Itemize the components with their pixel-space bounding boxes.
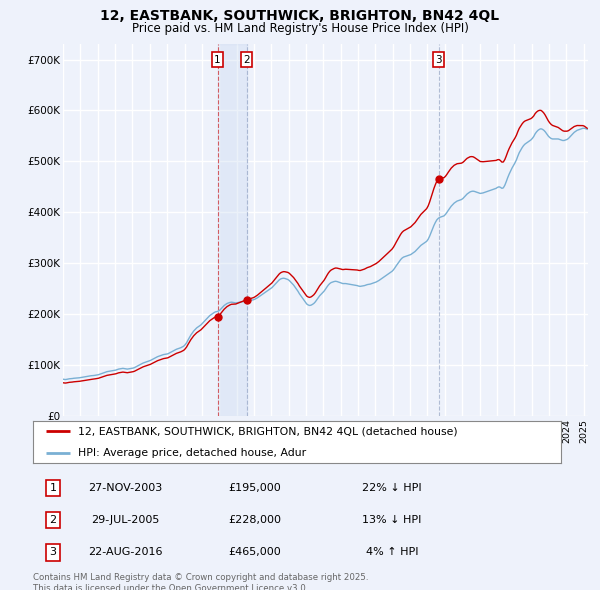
Text: 4% ↑ HPI: 4% ↑ HPI: [366, 548, 418, 558]
Text: 1: 1: [214, 54, 221, 64]
Text: 1: 1: [50, 483, 56, 493]
Text: 22-AUG-2016: 22-AUG-2016: [88, 548, 163, 558]
Text: 12, EASTBANK, SOUTHWICK, BRIGHTON, BN42 4QL (detached house): 12, EASTBANK, SOUTHWICK, BRIGHTON, BN42 …: [78, 427, 458, 436]
Text: 27-NOV-2003: 27-NOV-2003: [88, 483, 163, 493]
Text: 13% ↓ HPI: 13% ↓ HPI: [362, 515, 422, 525]
Text: Contains HM Land Registry data © Crown copyright and database right 2025.
This d: Contains HM Land Registry data © Crown c…: [33, 573, 368, 590]
Text: 22% ↓ HPI: 22% ↓ HPI: [362, 483, 422, 493]
Bar: [218, 44, 247, 416]
Text: 12, EASTBANK, SOUTHWICK, BRIGHTON, BN42 4QL: 12, EASTBANK, SOUTHWICK, BRIGHTON, BN42 …: [100, 9, 500, 23]
Text: Price paid vs. HM Land Registry's House Price Index (HPI): Price paid vs. HM Land Registry's House …: [131, 22, 469, 35]
Text: 29-JUL-2005: 29-JUL-2005: [91, 515, 160, 525]
Text: HPI: Average price, detached house, Adur: HPI: Average price, detached house, Adur: [78, 448, 306, 457]
Text: 3: 3: [50, 548, 56, 558]
Text: 3: 3: [435, 54, 442, 64]
Text: £195,000: £195,000: [229, 483, 281, 493]
Text: £465,000: £465,000: [229, 548, 281, 558]
Text: 2: 2: [50, 515, 56, 525]
Text: £228,000: £228,000: [228, 515, 281, 525]
Text: 2: 2: [243, 54, 250, 64]
